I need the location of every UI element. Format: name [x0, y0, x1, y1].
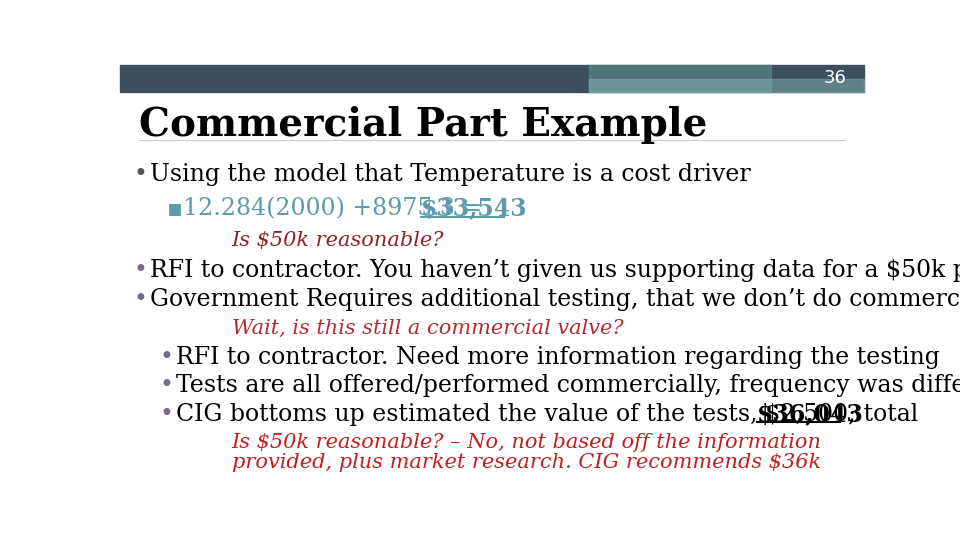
Text: RFI to contractor. Need more information regarding the testing: RFI to contractor. Need more information… [176, 347, 940, 369]
Text: Wait, is this still a commercial valve?: Wait, is this still a commercial valve? [231, 319, 623, 339]
Text: $36,043: $36,043 [756, 402, 864, 426]
Bar [588, 65, 771, 92]
Text: 36: 36 [824, 69, 847, 87]
Text: Is $50k reasonable?: Is $50k reasonable? [231, 231, 444, 250]
Text: Commercial Part Example: Commercial Part Example [138, 106, 707, 144]
Text: ▪: ▪ [167, 197, 182, 220]
Text: Is $50k reasonable? – No, not based off the information: Is $50k reasonable? – No, not based off … [231, 433, 822, 452]
Text: 12.284(2000) +8975.3 =: 12.284(2000) +8975.3 = [183, 197, 490, 220]
Text: CIG bottoms up estimated the value of the tests, $2,500; total: CIG bottoms up estimated the value of th… [176, 403, 925, 426]
Bar [120, 65, 864, 92]
Text: •: • [133, 164, 147, 186]
Text: •: • [159, 403, 174, 426]
Text: •: • [133, 288, 147, 311]
Text: Using the model that Temperature is a cost driver: Using the model that Temperature is a co… [150, 164, 751, 186]
Text: •: • [133, 259, 147, 282]
Text: •: • [159, 347, 174, 369]
Text: provided, plus market research. CIG recommends $36k: provided, plus market research. CIG reco… [231, 453, 821, 472]
Text: RFI to contractor. You haven’t given us supporting data for a $50k price: RFI to contractor. You haven’t given us … [150, 259, 960, 282]
Text: Government Requires additional testing, that we don’t do commercially: Government Requires additional testing, … [150, 288, 960, 311]
Text: $33,543: $33,543 [421, 196, 528, 220]
Text: Tests are all offered/performed commercially, frequency was different: Tests are all offered/performed commerci… [176, 374, 960, 397]
Text: •: • [159, 374, 174, 397]
Bar [588, 79, 864, 92]
